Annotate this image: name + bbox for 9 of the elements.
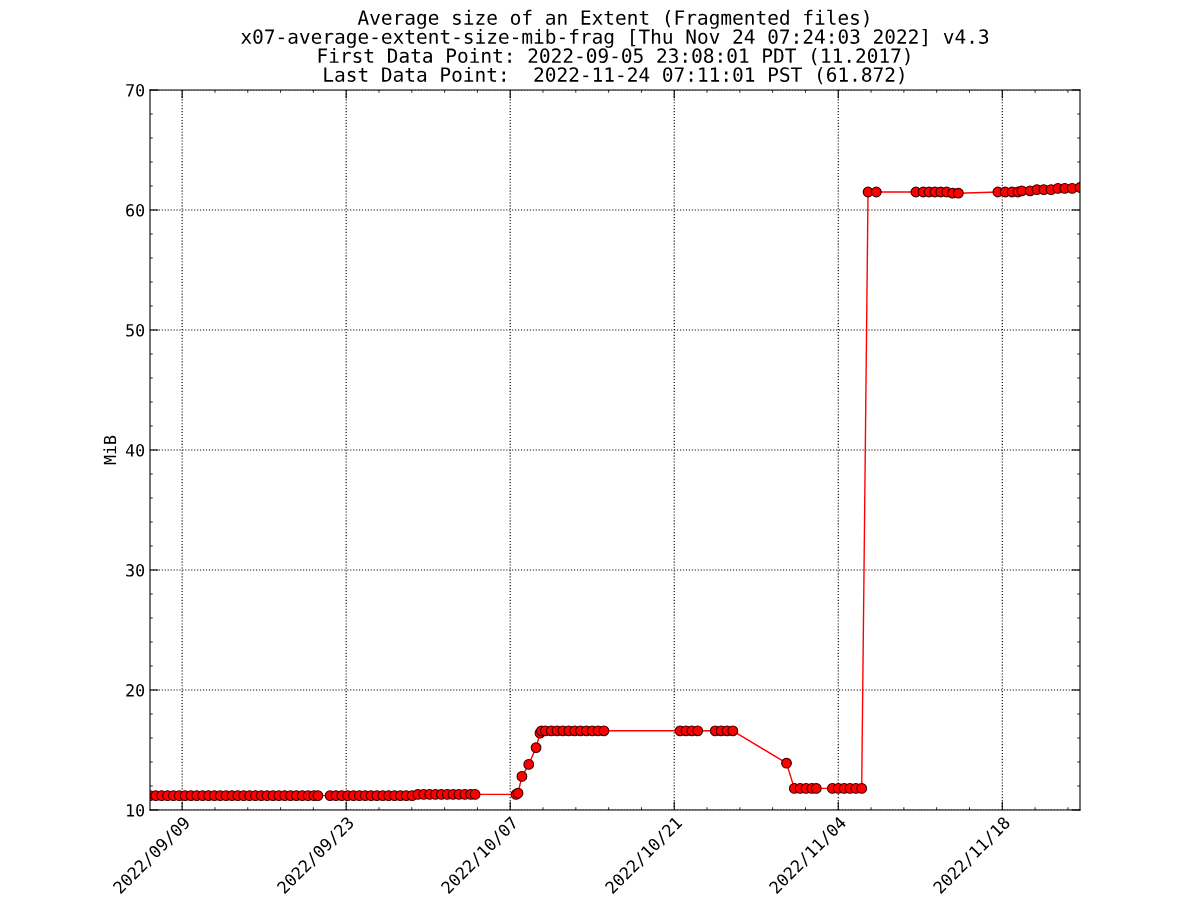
- y-tick-label: 70: [126, 84, 145, 97]
- y-tick-label: 50: [126, 324, 145, 337]
- chart-title: Average size of an Extent (Fragmented files) x07-average-extent-size-mib-frag [Thu Nov 24 07:24:03 2022] v4.3 First Data Point: 2022-09-05 23:08:01 PDT (11.2017) Last Data Point: 2022-11-24 07:11:01 PST (61.872): [241, 9, 989, 85]
- y-tick-label: 60: [126, 204, 145, 217]
- y-tick-label: 10: [127, 804, 145, 817]
- y-tick-label: 30: [126, 564, 145, 577]
- y-tick-label: 20: [126, 684, 145, 697]
- y-tick-label: 40: [125, 444, 145, 457]
- y-axis-title: MiB: [103, 435, 117, 465]
